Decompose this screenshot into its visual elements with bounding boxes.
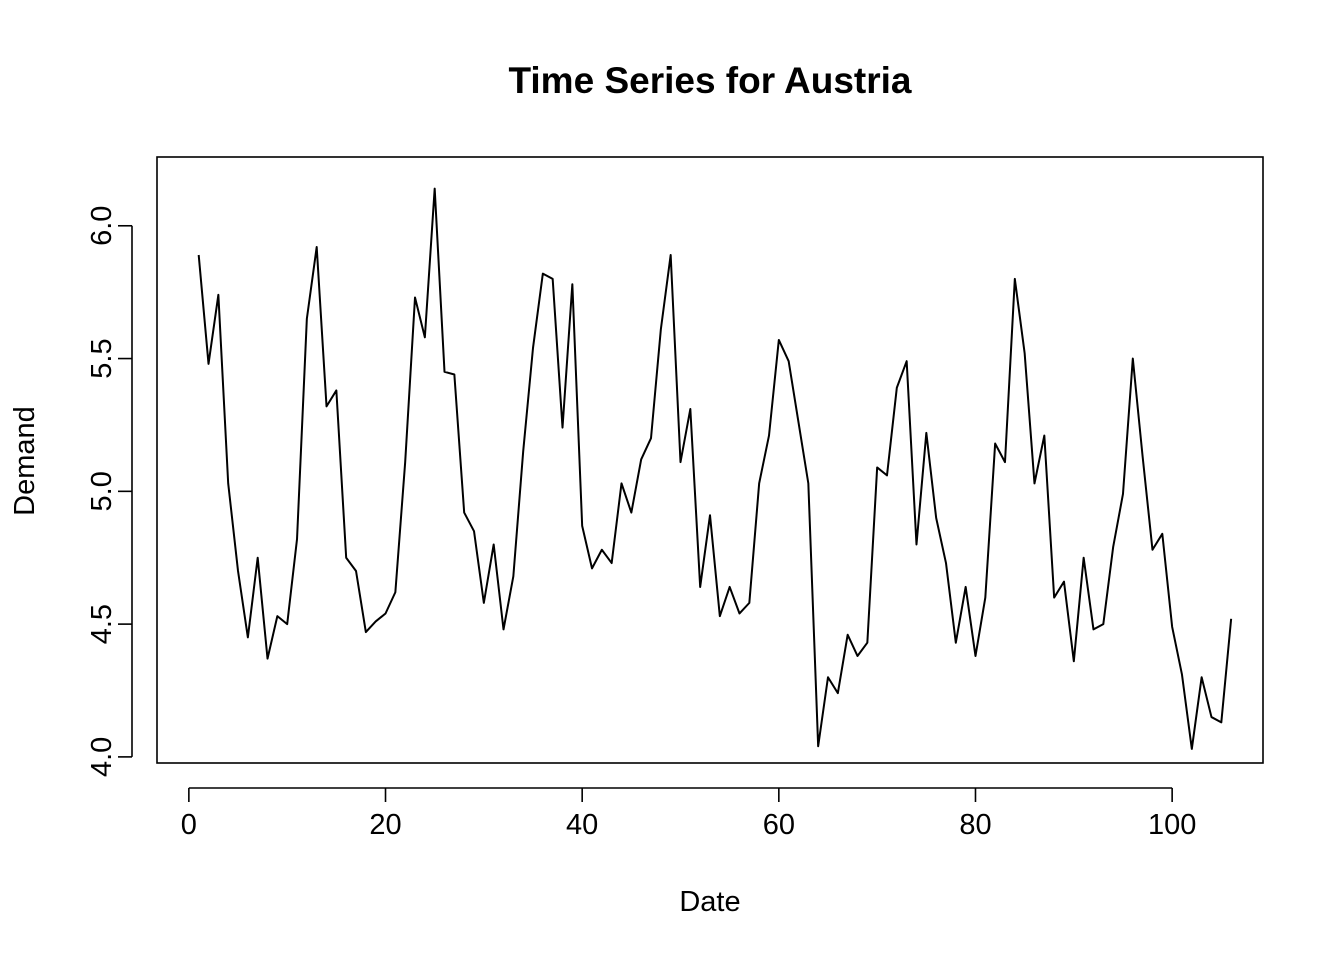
x-tick-label: 100 xyxy=(1148,809,1196,841)
plot-frame xyxy=(156,156,1264,764)
x-tick-label: 60 xyxy=(763,809,795,841)
y-tick-label: 4.0 xyxy=(86,737,118,777)
y-tick-label: 5.5 xyxy=(86,338,118,378)
y-axis: 4.0 4.5 5.0 5.5 6.0 xyxy=(86,206,133,777)
series-group xyxy=(197,187,1233,750)
x-tick-label: 40 xyxy=(566,809,598,841)
x-tick-label: 20 xyxy=(369,809,401,841)
y-tick-label: 4.5 xyxy=(86,604,118,644)
chart-title: Time Series for Austria xyxy=(508,60,911,101)
x-axis-label: Date xyxy=(679,886,740,918)
series-line xyxy=(197,187,1233,750)
x-tick-label: 0 xyxy=(181,809,197,841)
y-tick-label: 6.0 xyxy=(86,206,118,246)
y-axis-label: Demand xyxy=(9,406,41,516)
y-tick-label: 5.0 xyxy=(86,471,118,511)
x-axis: 0 20 40 60 80 100 xyxy=(181,787,1196,841)
x-tick-label: 80 xyxy=(959,809,991,841)
